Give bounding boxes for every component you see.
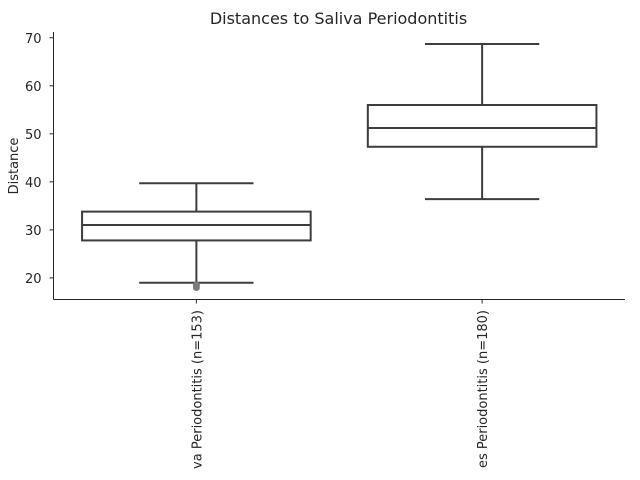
y-tick-label: 30 bbox=[25, 224, 42, 239]
y-tick-label: 40 bbox=[25, 176, 42, 191]
y-tick-label: 60 bbox=[25, 80, 42, 95]
x-tick-label: va Periodontitis (n=153) bbox=[190, 310, 205, 469]
y-axis-label: Distance bbox=[7, 138, 22, 195]
outlier-point bbox=[192, 283, 200, 291]
x-axis-tick-labels: va Periodontitis (n=153) es Periodontitis… bbox=[190, 299, 491, 469]
iqr-box bbox=[366, 103, 598, 148]
x-tick-label: es Periodontitis (n=180) bbox=[476, 310, 491, 468]
boxes bbox=[81, 43, 598, 291]
y-tick-label: 20 bbox=[25, 272, 42, 287]
chart-title: Distances to Saliva Periodontitis bbox=[210, 9, 467, 28]
y-tick-label: 50 bbox=[25, 128, 42, 143]
y-tick-label: 70 bbox=[25, 32, 42, 47]
y-axis-ticks: 20 30 40 50 60 70 bbox=[25, 32, 54, 287]
